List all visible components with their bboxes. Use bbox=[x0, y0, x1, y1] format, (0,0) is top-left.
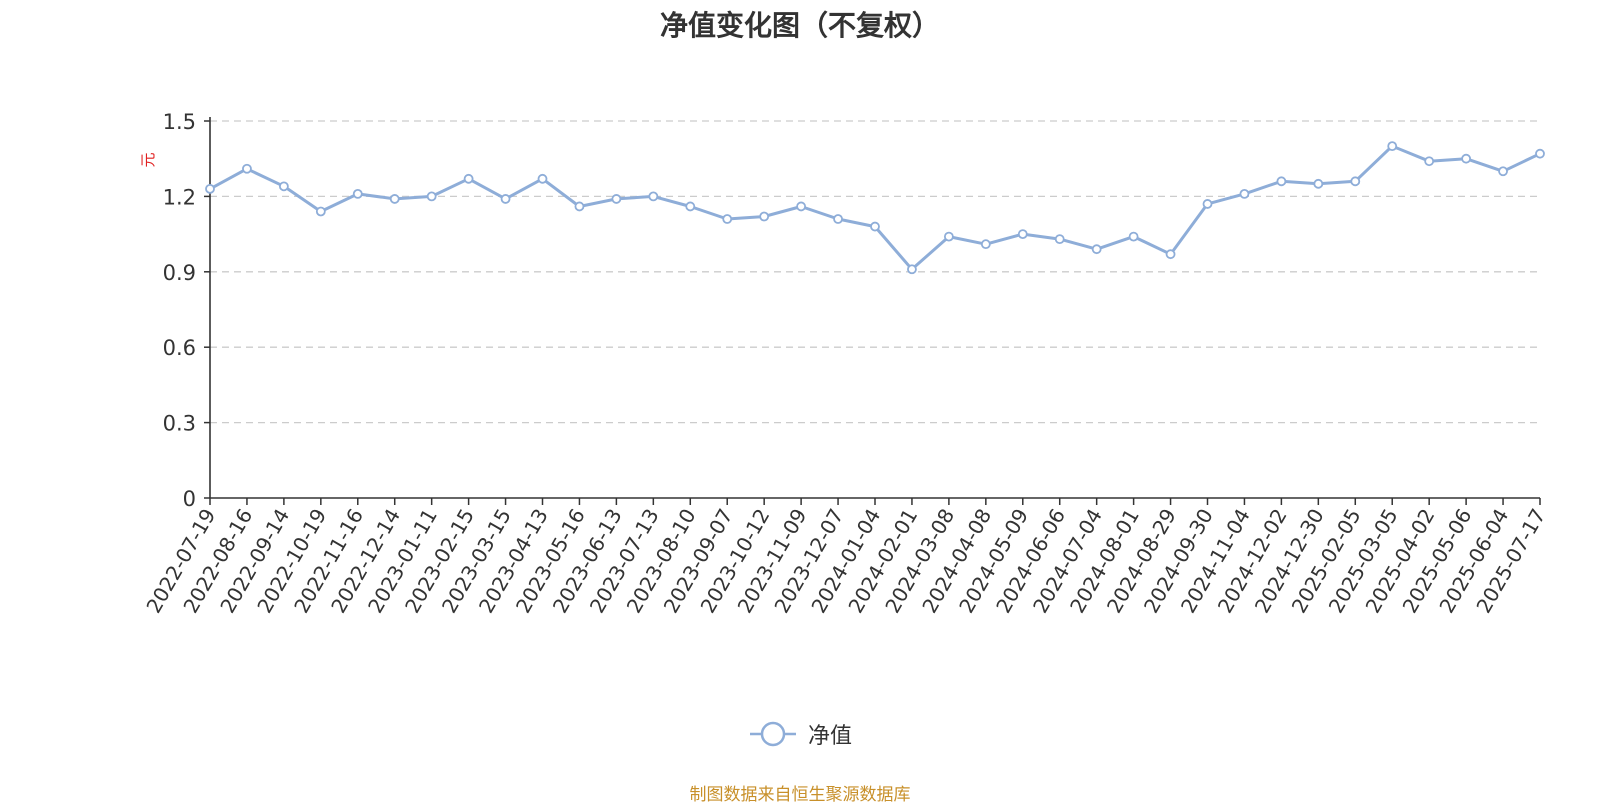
data-point[interactable] bbox=[1461, 153, 1472, 164]
data-point[interactable] bbox=[648, 191, 659, 202]
x-tick-labels: 2022-07-192022-08-162022-09-142022-10-19… bbox=[141, 504, 1550, 617]
data-point[interactable] bbox=[500, 194, 511, 204]
y-tick-label: 0.3 bbox=[163, 412, 196, 436]
data-point[interactable] bbox=[759, 211, 770, 222]
data-point[interactable] bbox=[1276, 176, 1287, 187]
data-point[interactable] bbox=[1054, 234, 1065, 245]
data-point[interactable] bbox=[1202, 199, 1213, 209]
data-point[interactable] bbox=[796, 201, 807, 212]
data-point[interactable] bbox=[907, 264, 917, 275]
data-point[interactable] bbox=[537, 173, 548, 184]
data-point[interactable] bbox=[1128, 231, 1139, 242]
data-point[interactable] bbox=[574, 201, 585, 212]
data-point[interactable] bbox=[611, 194, 622, 204]
y-tick-label: 0.9 bbox=[163, 261, 196, 285]
y-tick-label: 1.5 bbox=[163, 110, 196, 134]
data-point[interactable] bbox=[1498, 166, 1508, 177]
data-point[interactable] bbox=[315, 206, 326, 217]
data-source-note: 制图数据来自恒生聚源数据库 bbox=[689, 785, 911, 805]
data-point[interactable] bbox=[1535, 148, 1545, 159]
chart-title: 净值变化图（不复权） bbox=[659, 9, 940, 42]
data-point[interactable] bbox=[278, 181, 289, 192]
legend-item[interactable]: 净值 bbox=[748, 718, 852, 750]
data-point[interactable] bbox=[1387, 141, 1398, 152]
data-point[interactable] bbox=[980, 239, 991, 250]
data-point[interactable] bbox=[685, 201, 696, 212]
y-axis-unit-label: 元 bbox=[139, 152, 157, 167]
data-point[interactable] bbox=[1424, 156, 1435, 167]
data-point[interactable] bbox=[1165, 249, 1176, 260]
y-tick-label: 1.2 bbox=[163, 185, 196, 209]
data-point[interactable] bbox=[463, 173, 474, 184]
data-point[interactable] bbox=[833, 214, 843, 224]
data-point[interactable] bbox=[1091, 244, 1102, 255]
data-point[interactable] bbox=[426, 191, 437, 202]
data-point[interactable] bbox=[870, 221, 880, 232]
y-tick-labels: 0 0.3 0.6 0.9 1.2 1.5 bbox=[163, 110, 196, 511]
series-line bbox=[209, 144, 1541, 271]
legend-line-circle-icon bbox=[749, 721, 796, 747]
axes bbox=[204, 117, 1541, 505]
grid-lines bbox=[210, 120, 1540, 424]
y-tick-label: 0 bbox=[183, 487, 196, 511]
data-point[interactable] bbox=[1239, 188, 1250, 199]
data-point[interactable] bbox=[389, 194, 400, 204]
legend: 净值 bbox=[0, 718, 1600, 753]
data-point[interactable] bbox=[205, 183, 215, 194]
data-point[interactable] bbox=[352, 188, 363, 199]
y-tick-label: 0.6 bbox=[163, 336, 196, 360]
data-point[interactable] bbox=[242, 163, 252, 174]
legend-label: 净值 bbox=[807, 724, 852, 749]
data-point[interactable] bbox=[943, 231, 954, 242]
data-point[interactable] bbox=[722, 214, 733, 224]
series-layer bbox=[205, 141, 1545, 275]
data-point[interactable] bbox=[1350, 176, 1361, 187]
data-point[interactable] bbox=[1017, 229, 1028, 240]
data-point[interactable] bbox=[1313, 178, 1324, 189]
